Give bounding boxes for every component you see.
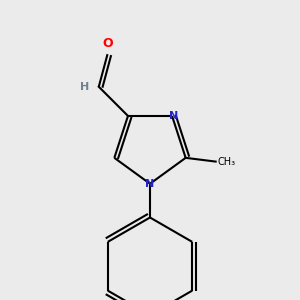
- Text: H: H: [80, 82, 89, 92]
- Text: N: N: [146, 179, 154, 189]
- Text: O: O: [102, 38, 113, 50]
- Text: CH₃: CH₃: [218, 157, 236, 166]
- Text: N: N: [169, 111, 178, 121]
